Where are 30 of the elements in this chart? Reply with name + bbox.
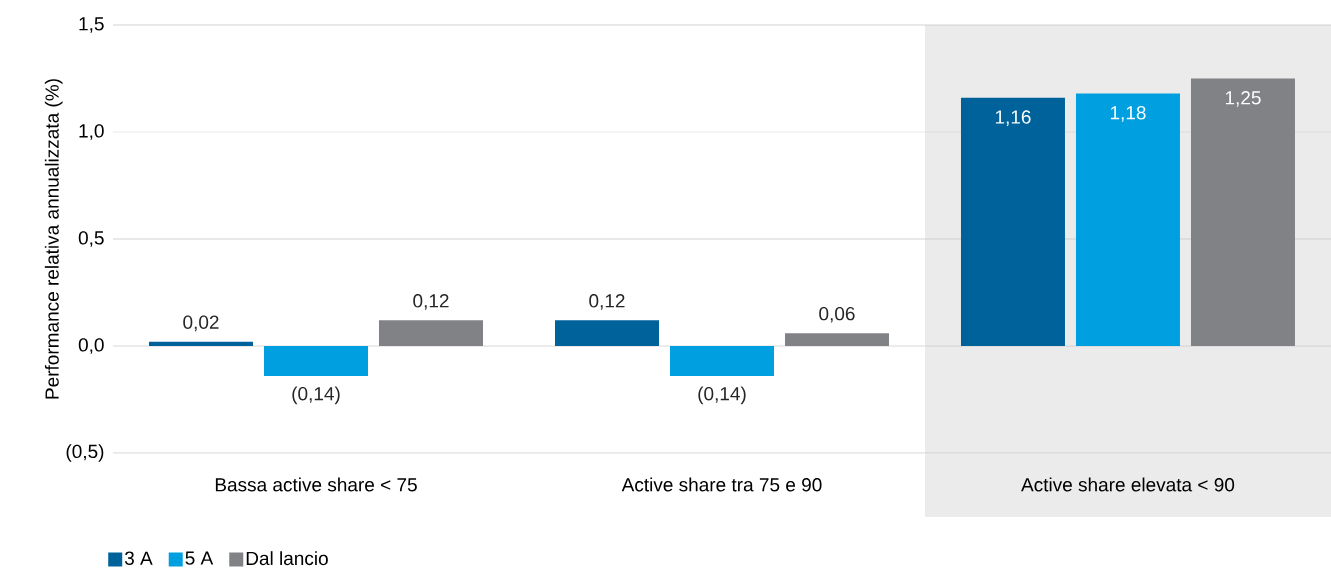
x-tick-label: Active share elevata < 90 [1021, 477, 1235, 492]
bar [1190, 78, 1295, 346]
bar [1075, 93, 1180, 346]
data-label: 1,25 [1225, 91, 1261, 107]
y-tick-label: 0,5 [78, 231, 104, 247]
data-label: 0,12 [413, 294, 449, 310]
bar [554, 320, 659, 346]
data-label: 1,16 [995, 110, 1031, 126]
data-label: 0,12 [589, 294, 625, 310]
bar [960, 97, 1065, 346]
data-label: (0,14) [698, 386, 746, 405]
bar [379, 320, 483, 346]
legend-label: 5 A [185, 551, 214, 565]
y-tick-label: 1,5 [79, 17, 104, 33]
data-label: 0,02 [183, 315, 219, 332]
bar [784, 333, 889, 346]
data-label: (0,14) [292, 386, 340, 405]
y-tick-label: 1,0 [79, 124, 104, 140]
bar [669, 345, 774, 376]
bar [264, 345, 369, 376]
legend-label: Dal lancio [246, 551, 328, 566]
data-label: 1,18 [1110, 106, 1146, 122]
legend-label: 3 A [124, 551, 153, 565]
x-tick-label: Active share tra 75 e 90 [621, 477, 822, 492]
data-label: 0,06 [819, 306, 855, 323]
y-tick-label: (0,5) [66, 444, 104, 462]
y-axis-title: Performance relativa annualizzata (%) [44, 79, 63, 399]
x-tick-label: Bassa active share < 75 [215, 477, 417, 492]
bar [149, 341, 254, 346]
y-tick-label: 0,0 [78, 338, 104, 354]
